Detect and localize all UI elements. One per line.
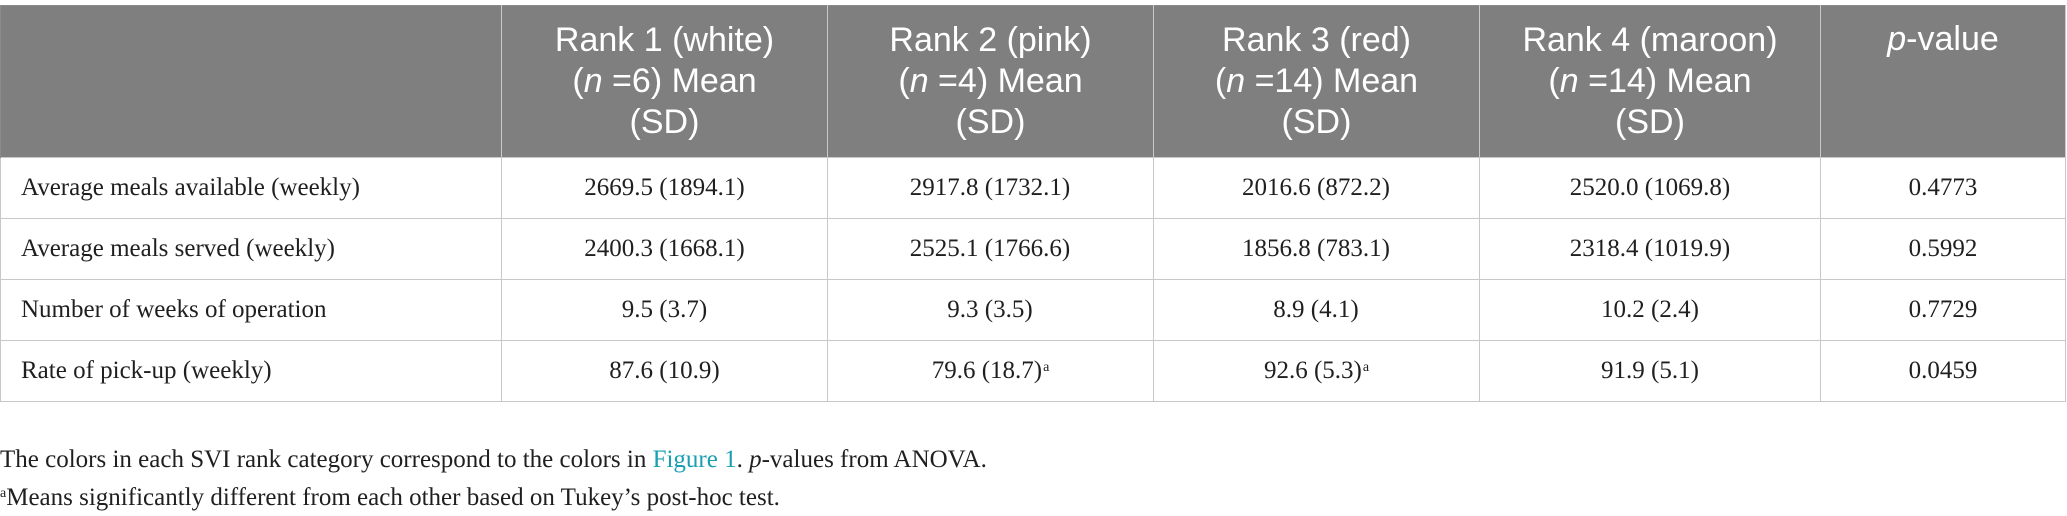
header-rank4-nvalue: =14) Mean [1578, 62, 1752, 100]
cell-rank2: 9.3 (3.5) [827, 279, 1154, 341]
row-label: Number of weeks of operation [0, 279, 502, 341]
cell-rank2: 2525.1 (1766.6) [827, 218, 1154, 280]
footnote-colors-before: The colors in each SVI rank category cor… [0, 446, 653, 473]
cell-rank4: 10.2 (2.4) [1479, 279, 1821, 341]
header-row: Rank 1 (white) (n =6) Mean (SD) Rank 2 (… [0, 5, 2066, 158]
cell-rank2: 2917.8 (1732.1) [827, 157, 1154, 219]
header-pvalue-p: p [1887, 20, 1907, 58]
cell-rank2-value: 9.3 (3.5) [947, 296, 1033, 323]
header-rank4-line3: (SD) [1615, 103, 1685, 141]
cell-rank3: 92.6 (5.3)a [1153, 340, 1480, 402]
header-cell-rank1: Rank 1 (white) (n =6) Mean (SD) [501, 5, 828, 158]
cell-rank2-value: 2525.1 (1766.6) [909, 235, 1071, 262]
figure-1-link[interactable]: Figure 1 [652, 446, 737, 473]
cell-rank1: 2669.5 (1894.1) [501, 157, 828, 219]
header-rank3-line3: (SD) [1281, 103, 1352, 141]
footnote-tukey-text: Means significantly different from each … [6, 484, 780, 511]
cell-pvalue: 0.5992 [1820, 218, 2066, 280]
header-rank1-n: n [583, 62, 603, 100]
header-rank1-line2: (n =6) Mean [572, 62, 757, 100]
header-rank4-line2: (n =14) Mean [1548, 62, 1752, 100]
cell-rank2: 79.6 (18.7)a [827, 340, 1154, 402]
cell-pvalue: 0.7729 [1820, 279, 2066, 341]
cell-rank3-value: 2016.6 (872.2) [1242, 174, 1390, 201]
row-label: Average meals available (weekly) [0, 157, 502, 219]
footnote-colors-mid: . [736, 446, 750, 473]
table-row: Average meals served (weekly) 2400.3 (16… [0, 218, 2066, 280]
header-rank2-n: n [909, 62, 929, 100]
table-body: Average meals available (weekly) 2669.5 … [0, 157, 2066, 402]
cell-pvalue: 0.0459 [1820, 340, 2066, 402]
header-rank3-nvalue: =14) Mean [1245, 62, 1419, 100]
header-pvalue-label: p-value [1829, 19, 2057, 60]
cell-rank3-mark: a [1362, 360, 1370, 375]
cell-rank1: 87.6 (10.9) [501, 340, 828, 402]
footnote-colors: The colors in each SVI rank category cor… [0, 443, 2060, 477]
cell-rank3-value: 92.6 (5.3) [1263, 357, 1362, 384]
cell-rank3: 1856.8 (783.1) [1153, 218, 1480, 280]
header-cell-pvalue: p-value [1820, 5, 2066, 158]
cell-rank4: 2318.4 (1019.9) [1479, 218, 1821, 280]
header-rank2-line1: Rank 2 (pink) [889, 21, 1092, 59]
header-rank3-line1: Rank 3 (red) [1222, 21, 1411, 59]
cell-rank2-value: 2917.8 (1732.1) [909, 174, 1071, 201]
header-rank1-line1: Rank 1 (white) [554, 21, 775, 59]
cell-rank3-value: 8.9 (4.1) [1273, 296, 1359, 323]
header-rank4-line1: Rank 4 (maroon) [1522, 21, 1778, 59]
table-footnotes: The colors in each SVI rank category cor… [0, 443, 2060, 515]
cell-rank3-value: 1856.8 (783.1) [1242, 235, 1390, 262]
cell-rank3: 8.9 (4.1) [1153, 279, 1480, 341]
cell-rank3: 2016.6 (872.2) [1153, 157, 1480, 219]
cell-pvalue: 0.4773 [1820, 157, 2066, 219]
header-rank3-line2: (n =14) Mean [1214, 62, 1419, 100]
row-label: Rate of pick-up (weekly) [0, 340, 502, 402]
data-table: Rank 1 (white) (n =6) Mean (SD) Rank 2 (… [0, 5, 2066, 402]
footnote-tukey-mark: a [0, 486, 7, 501]
footnote-p-italic: p [749, 446, 762, 473]
header-cell-rank3: Rank 3 (red) (n =14) Mean (SD) [1153, 5, 1480, 158]
header-cell-rank2: Rank 2 (pink) (n =4) Mean (SD) [827, 5, 1154, 158]
cell-rank1: 9.5 (3.7) [501, 279, 828, 341]
header-cell-rank4: Rank 4 (maroon) (n =14) Mean (SD) [1479, 5, 1821, 158]
table-row: Number of weeks of operation 9.5 (3.7) 9… [0, 279, 2066, 341]
header-pvalue-rest: -value [1906, 20, 1999, 58]
cell-rank4: 2520.0 (1069.8) [1479, 157, 1821, 219]
table-header: Rank 1 (white) (n =6) Mean (SD) Rank 2 (… [0, 5, 2066, 158]
header-rank2-line2: (n =4) Mean [898, 62, 1083, 100]
cell-rank1: 2400.3 (1668.1) [501, 218, 828, 280]
cell-rank2-value: 79.6 (18.7) [931, 357, 1043, 384]
cell-rank2-mark: a [1043, 360, 1050, 375]
header-rank2-nvalue: =4) Mean [928, 62, 1083, 100]
header-rank4-n: n [1559, 62, 1579, 100]
footnote-colors-after: -values from ANOVA. [761, 446, 987, 473]
header-rank1-nvalue: =6) Mean [602, 62, 757, 100]
table-row: Average meals available (weekly) 2669.5 … [0, 157, 2066, 219]
footnote-tukey: aMeans significantly different from each… [0, 477, 2060, 515]
table-row: Rate of pick-up (weekly) 87.6 (10.9) 79.… [0, 340, 2066, 402]
header-cell-corner [0, 5, 502, 158]
header-rank3-n: n [1226, 62, 1246, 100]
header-rank2-line3: (SD) [955, 103, 1026, 141]
cell-rank4: 91.9 (5.1) [1479, 340, 1821, 402]
row-label: Average meals served (weekly) [0, 218, 502, 280]
header-rank1-line3: (SD) [629, 103, 700, 141]
